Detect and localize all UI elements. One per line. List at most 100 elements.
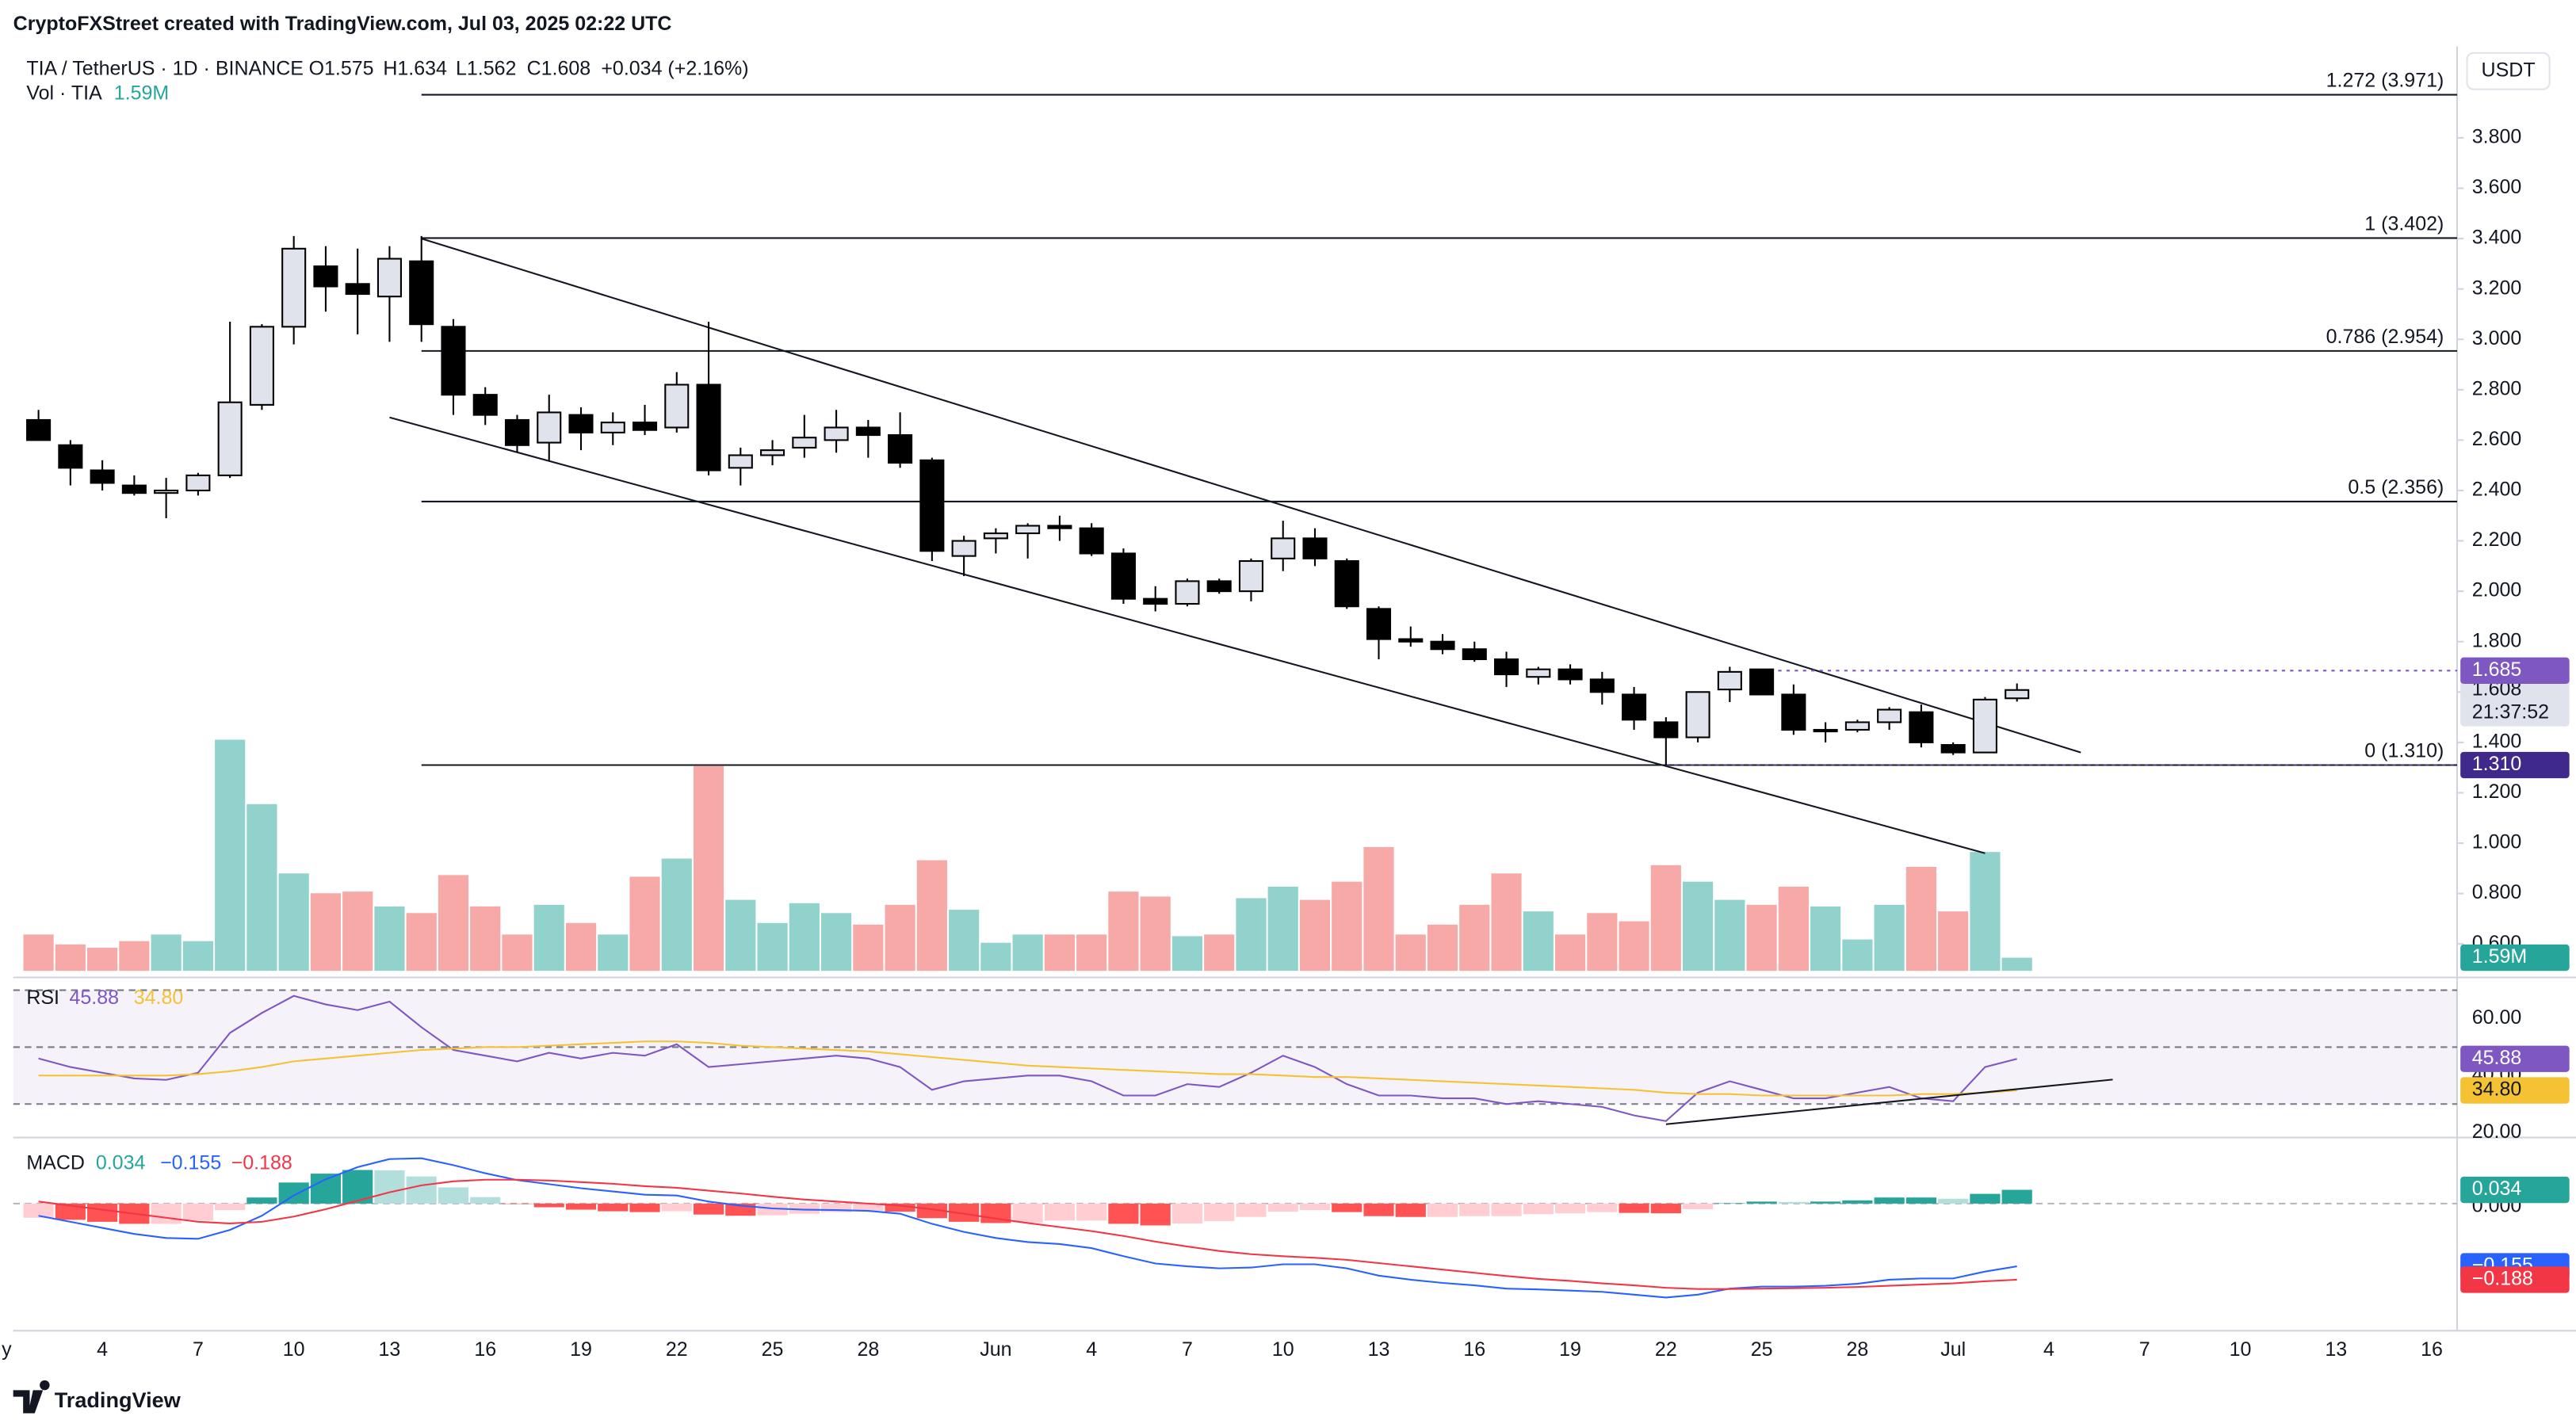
candle-body xyxy=(855,426,881,437)
volume-bar xyxy=(1714,899,1745,971)
volume-label: 1.59M xyxy=(2472,945,2527,968)
volume-bar xyxy=(310,893,342,971)
currency[interactable]: USDT xyxy=(2482,59,2536,81)
y-tick-label: 2.400 xyxy=(2472,479,2522,501)
candle-body xyxy=(1334,559,1359,608)
price-line-label-bg xyxy=(2460,657,2570,684)
macd-histogram-bar xyxy=(1554,1203,1586,1214)
x-tick-label: 28 xyxy=(1846,1338,1868,1361)
macd-histogram-bar xyxy=(278,1182,309,1204)
last-price-bg xyxy=(2460,677,2570,727)
candle-body xyxy=(568,414,594,433)
y-tick-label: 1.200 xyxy=(2472,781,2522,803)
volume-bar xyxy=(182,941,213,971)
rsi-tick-label: 60.00 xyxy=(2472,1006,2522,1029)
candle-body xyxy=(1589,678,1615,693)
macd-histogram-bar xyxy=(406,1176,437,1204)
y-tick-label: 1.400 xyxy=(2472,730,2522,752)
symbol: TIA / TetherUS · 1D · BINANCE xyxy=(26,57,304,79)
candle-body xyxy=(1622,693,1647,721)
candle-body xyxy=(888,434,913,464)
macd-histogram-bar xyxy=(151,1203,182,1224)
y-tick-label: 1.800 xyxy=(2472,629,2522,651)
candle-body xyxy=(1015,525,1041,535)
volume-bar xyxy=(1810,906,1841,971)
macd-histogram-bar xyxy=(629,1203,660,1212)
volume-bar xyxy=(342,891,373,971)
macd-line xyxy=(38,1178,2017,1290)
macd-histogram-bar xyxy=(1012,1203,1043,1223)
volume-bar xyxy=(55,944,86,971)
y-tick-label: 1.000 xyxy=(2472,831,2522,853)
volume-bar xyxy=(853,924,884,971)
x-tick-label: 25 xyxy=(1751,1338,1773,1361)
volume-bar xyxy=(374,906,405,971)
macd-histogram-bar xyxy=(598,1203,629,1212)
candle-body xyxy=(504,418,530,446)
y-tick-label: 3.400 xyxy=(2472,227,2522,249)
macd-histogram-bar xyxy=(1810,1201,1841,1204)
ohlc-close: C1.608 xyxy=(527,57,591,79)
candle-body xyxy=(1143,597,1168,605)
ohlc-low: L1.562 xyxy=(456,57,516,79)
fib-label: 0.5 (2.356) xyxy=(2348,476,2444,498)
macd-histogram-bar xyxy=(853,1203,884,1212)
candle-body xyxy=(376,258,402,298)
x-tick-label: 22 xyxy=(1655,1338,1677,1361)
macd-histogram-bar xyxy=(1938,1198,1969,1204)
volume-bar xyxy=(949,910,980,971)
macd-hist-label-bg xyxy=(2460,1176,2570,1204)
price-line-label-bg xyxy=(2460,751,2570,779)
rsi-pane xyxy=(13,989,2457,1125)
macd-histogram-bar xyxy=(565,1203,597,1210)
candle-body xyxy=(824,426,849,441)
volume-bar xyxy=(1299,899,1331,971)
volume-bar xyxy=(725,899,756,971)
volume-bar xyxy=(1140,896,1171,971)
macd-label-bg xyxy=(2460,1266,2570,1293)
macd-histogram-bar xyxy=(1299,1203,1331,1211)
rsi-ma-value: 34.80 xyxy=(134,987,184,1009)
candle-body xyxy=(313,265,338,288)
volume-bar xyxy=(629,876,660,971)
volume-bar xyxy=(470,906,501,971)
volume-bar xyxy=(1332,881,1363,971)
macd-signal-value: −0.188 xyxy=(231,1152,292,1174)
candle-body xyxy=(58,444,83,469)
macd-histogram-bar xyxy=(1619,1203,1649,1213)
candle-body xyxy=(537,411,562,444)
candle-body xyxy=(1206,580,1232,593)
currency-button[interactable] xyxy=(2466,52,2551,90)
macd-title: MACD xyxy=(26,1152,85,1174)
x-tick-label: 7 xyxy=(2139,1338,2150,1361)
candle-body xyxy=(154,489,179,494)
volume-bar xyxy=(885,904,915,971)
candle-body xyxy=(1717,670,1742,691)
rsi-line xyxy=(38,1040,2017,1097)
candle-body xyxy=(632,422,658,431)
volume-title: Vol · TIA xyxy=(26,82,102,105)
macd-histogram-bar xyxy=(182,1203,213,1221)
volume-bar xyxy=(1395,934,1426,971)
macd-histogram-bar xyxy=(693,1203,724,1215)
volume-bar xyxy=(1554,934,1586,971)
candle-body xyxy=(1685,691,1710,739)
macd-histogram-bar xyxy=(55,1203,86,1220)
macd-histogram-bar xyxy=(1874,1197,1905,1204)
x-tick-label: 7 xyxy=(193,1338,204,1361)
rsi-title: RSI xyxy=(26,987,59,1009)
candle-body xyxy=(1844,721,1870,731)
x-tick-label: 13 xyxy=(379,1338,401,1361)
macd-histogram-bar xyxy=(820,1203,852,1212)
volume-bar xyxy=(1619,921,1649,971)
header: CryptoFXStreet created with TradingView.… xyxy=(13,13,672,35)
candle-body xyxy=(90,469,115,484)
y-tick-label: 2.200 xyxy=(2472,529,2522,551)
macd-histogram-bar xyxy=(374,1170,405,1204)
candle-body xyxy=(1749,668,1775,696)
volume-bar xyxy=(1012,934,1043,971)
rsi-trend-line xyxy=(1665,1078,2113,1125)
volume-bar xyxy=(1459,904,1490,971)
macd-histogram-bar xyxy=(1650,1203,1681,1214)
